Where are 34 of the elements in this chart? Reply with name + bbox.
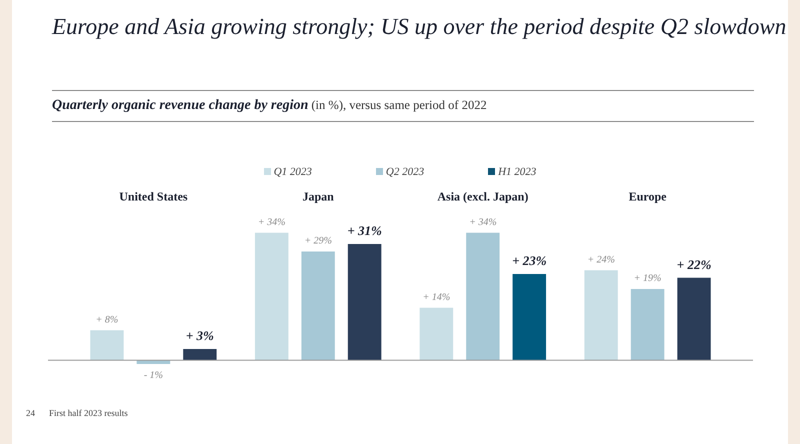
bar [90, 330, 124, 360]
bar [348, 244, 382, 360]
chart-subtitle: Quarterly organic revenue change by region (in %), versus same period of 2022 [52, 90, 754, 122]
data-label: + 14% [422, 292, 450, 303]
bar [183, 349, 217, 360]
bar [301, 252, 335, 360]
bar [420, 308, 454, 360]
bar [512, 274, 546, 360]
data-label: + 3% [186, 328, 214, 343]
data-label: + 34% [469, 216, 497, 228]
chart-title: Europe and Asia growing strongly; US up over the period despite Q2 slowdown [52, 14, 786, 40]
data-label: - 1% [144, 370, 164, 381]
x-tick-label: Asia (excl. Japan) [437, 190, 528, 204]
legend-label: Q1 2023 [272, 166, 312, 178]
data-label: + 22% [676, 256, 712, 272]
text: First half 2023 results [49, 408, 128, 418]
data-label: + 29% [304, 236, 332, 246]
bar [254, 232, 288, 360]
data-label: + 23% [512, 253, 547, 268]
data-label: + 8% [96, 314, 118, 326]
text: 24 [26, 408, 35, 418]
bar [584, 270, 618, 360]
x-tick-label: Japan [302, 190, 334, 204]
bar [630, 289, 664, 360]
bar [466, 232, 500, 360]
legend-label: Q2 2023 [384, 166, 424, 178]
bar [677, 278, 711, 360]
x-tick-label: United States [119, 190, 188, 204]
legend-label: H1 2023 [497, 166, 536, 178]
data-label: + 34% [258, 216, 286, 228]
data-label: + 19% [634, 273, 662, 284]
data-label: + 31% [347, 223, 382, 238]
data-label: + 24% [587, 254, 615, 266]
x-tick-label: Europe [628, 190, 668, 204]
